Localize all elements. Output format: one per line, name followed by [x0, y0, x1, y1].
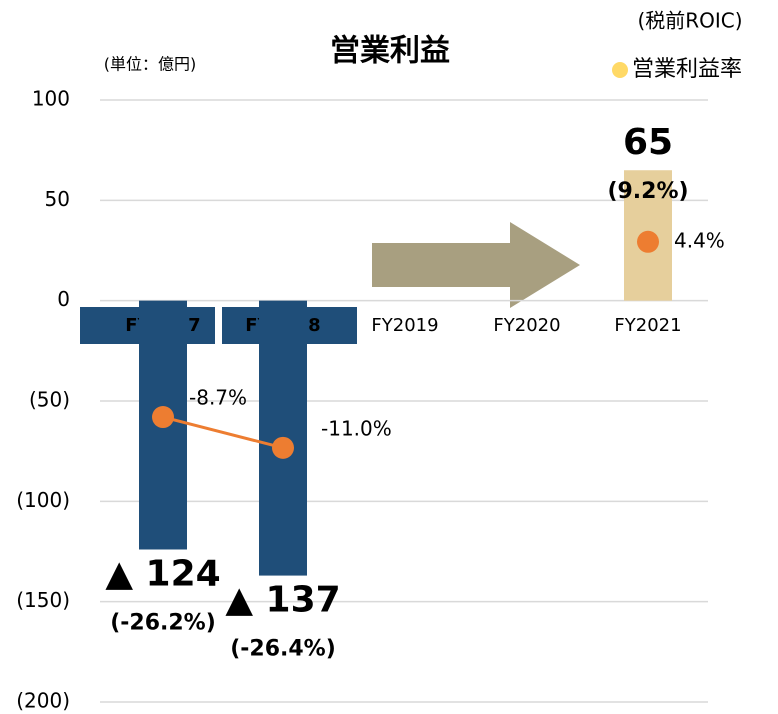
line-value-label: 4.4% [674, 228, 725, 252]
arrow [372, 222, 580, 308]
y-tick-label: (150) [16, 588, 70, 612]
roic-label: (9.2%) [607, 179, 688, 204]
legend-label: 営業利益率 [632, 57, 742, 82]
x-tick-label: FY2021 [614, 315, 681, 336]
line-marker [272, 436, 294, 459]
y-tick-label: 50 [45, 187, 70, 211]
chart-title: 営業利益 [330, 34, 450, 69]
roic-note: (税前ROIC) [637, 9, 742, 33]
y-tick-label: (50) [29, 388, 70, 412]
line [162, 415, 284, 450]
unit-label: (単位：億円) [104, 55, 197, 74]
legend-marker [612, 62, 628, 78]
y-tick-label: 100 [32, 87, 70, 111]
roic-label: (-26.2%) [110, 610, 216, 635]
value-label: ▲ 137 [225, 580, 340, 621]
y-tick-label: (100) [16, 488, 70, 512]
line-value-label: -11.0% [321, 416, 392, 440]
y-tick-label: 0 [57, 287, 70, 311]
value-label: ▲ 124 [105, 553, 220, 594]
line-marker [637, 230, 659, 253]
line-marker [152, 406, 174, 429]
y-tick-label: (200) [16, 689, 70, 713]
line-value-label: -8.7% [189, 386, 247, 410]
roic-label: (-26.4%) [230, 637, 336, 662]
value-label: 65 [623, 122, 673, 163]
x-tick-label: FY2019 [371, 315, 438, 336]
x-tick-label: FY2020 [493, 315, 560, 336]
